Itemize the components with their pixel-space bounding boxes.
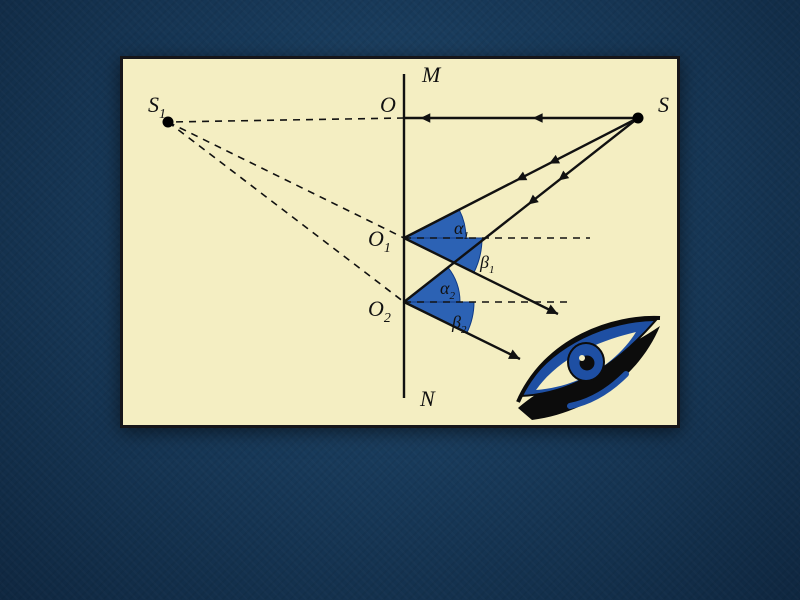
diagram-svg: MNSS1OO1O2α1β1α2β2 <box>120 56 680 428</box>
svg-text:M: M <box>421 62 442 87</box>
svg-text:O: O <box>380 92 396 117</box>
optics-diagram: MNSS1OO1O2α1β1α2β2 <box>120 56 680 428</box>
svg-text:S: S <box>658 92 669 117</box>
svg-text:N: N <box>419 386 436 411</box>
slide-background: MNSS1OO1O2α1β1α2β2 <box>0 0 800 600</box>
